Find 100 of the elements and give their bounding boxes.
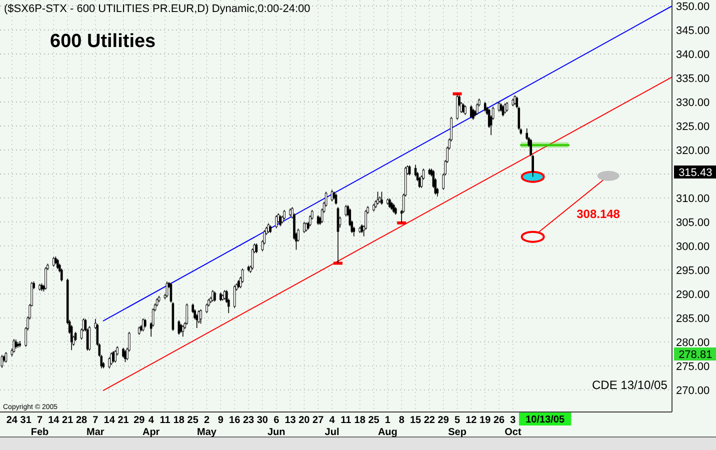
y-tick-label: 295.00 [676, 264, 710, 277]
y-tick-label: 305.00 [676, 216, 710, 229]
candlestick [303, 222, 306, 234]
annotation: CDE 13/10/05 [592, 378, 668, 392]
x-tick-label: 11 [160, 415, 171, 426]
y-tick-label: 345.00 [676, 24, 710, 37]
x-tick-label: 28 [76, 415, 88, 426]
candlestick [110, 352, 112, 366]
candlestick [392, 203, 395, 214]
candlestick [470, 104, 472, 119]
x-tick-label: 14 [48, 415, 60, 426]
candlestick [255, 243, 258, 254]
x-tick-label: 2 May [197, 415, 217, 438]
y-tick-label: 300.00 [676, 240, 710, 253]
x-tick-label: 21 [118, 415, 130, 426]
x-tick-label: 1 Aug [378, 415, 398, 438]
x-tick-label: 6 Jun [267, 415, 286, 438]
x-tick-label: 13 [284, 415, 296, 426]
x-tick-label: 31 [20, 415, 32, 426]
x-tick-label: 24 [6, 415, 18, 426]
candlestick [472, 108, 474, 120]
annotation: 308.148 [576, 206, 620, 221]
text: 315.43 [678, 166, 712, 179]
candlestick [214, 291, 216, 302]
candlestick [388, 198, 391, 208]
x-tick-label: 25 [187, 415, 199, 426]
x-tick-label: 22 [424, 415, 436, 426]
chart-subtitle: ($SX6P-STX - 600 UTILITIES PR.EUR,D) Dynamic,0:00-24:00 [4, 3, 310, 15]
candlestick [418, 176, 421, 188]
x-tick-label: 19 [480, 415, 492, 426]
x-tick-label: 29 [134, 415, 146, 426]
x-tick-label: 5 Sep [448, 415, 466, 438]
candlestick [414, 164, 417, 177]
candlestick [275, 214, 278, 229]
x-tick-label: 8 [398, 415, 405, 426]
candlestick [182, 324, 184, 338]
x-tick-label: 18 [354, 415, 366, 426]
candlestick [122, 347, 124, 358]
y-tick-label: 285.00 [676, 312, 710, 325]
candlestick [196, 314, 198, 328]
candlestick [233, 284, 236, 308]
candlestick [504, 103, 506, 114]
y-tick-label: 290.00 [676, 288, 710, 301]
candlestick [380, 191, 383, 206]
y-tick-label: 310.00 [676, 192, 710, 205]
y-tick-label: 270.00 [676, 384, 710, 397]
candlestick [484, 102, 486, 112]
x-tick-label: 23 [242, 415, 255, 426]
x-tick-label: 15 [410, 415, 422, 426]
x-tick-label: 27 [312, 415, 324, 426]
x-tick-label: 4 Jul [324, 415, 340, 438]
candlestick [12, 338, 16, 353]
candlestick [52, 256, 55, 267]
candlestick [502, 104, 504, 117]
x-tick-label: 14 [104, 415, 116, 426]
x-tick-label: 11 [340, 415, 352, 426]
candlestick [112, 350, 114, 363]
x-tick-label: 21 [62, 415, 74, 426]
x-tick-label: 18 [173, 415, 185, 426]
candlestick [514, 94, 516, 106]
x-tick-label: 16 [229, 415, 241, 426]
candlestick [464, 104, 466, 116]
y-tick-label: 325.00 [676, 120, 710, 133]
candlestick [44, 266, 47, 290]
candlestick [224, 290, 226, 300]
candlestick [186, 303, 188, 326]
candlestick [456, 93, 458, 120]
x-tick-label: 7 Feb [30, 415, 49, 438]
candlestick [305, 222, 308, 232]
candlestick [376, 191, 379, 206]
text: 278.81 [678, 348, 712, 361]
y-tick-label: 320.00 [676, 144, 710, 157]
candlestick [114, 350, 116, 363]
text: 600 Utilities [50, 31, 156, 52]
x-tick-label: 7 Mar [86, 415, 104, 438]
x-tick-label: 12 [466, 415, 478, 426]
candlestick [506, 102, 508, 112]
candlestick [279, 214, 282, 227]
y-tick-label: 330.00 [676, 96, 710, 109]
x-tick-label: 29 [438, 415, 450, 426]
candlestick [462, 103, 464, 114]
candlestick [56, 258, 59, 270]
y-tick-label: 275.00 [676, 360, 710, 373]
y-tick-label: 280.00 [676, 336, 710, 349]
candlestick [200, 308, 202, 324]
x-tick-label: 3 Oct [504, 415, 522, 438]
text: 10/13/05 [526, 414, 565, 426]
x-tick-label: 20 [298, 415, 310, 426]
x-tick-label: 9 [218, 415, 224, 426]
y-tick-label: 335.00 [676, 72, 710, 85]
candlestick [142, 318, 144, 332]
y-tick-label: 350.00 [676, 0, 710, 13]
x-tick-label: 25 [368, 415, 380, 426]
x-tick-label: 26 [493, 415, 506, 426]
candlestick [212, 290, 214, 302]
candlestick [124, 350, 126, 362]
candlestick [180, 323, 182, 334]
y-tick-label: 340.00 [676, 48, 710, 61]
candlestick [178, 320, 180, 336]
candlestick [108, 356, 110, 369]
